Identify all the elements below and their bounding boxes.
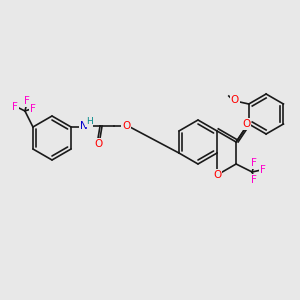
Text: F: F [251, 175, 257, 185]
Text: N: N [80, 121, 88, 131]
Text: O: O [122, 121, 130, 131]
Text: F: F [260, 165, 266, 175]
Text: O: O [213, 170, 221, 180]
Text: O: O [242, 119, 250, 129]
Text: H: H [86, 118, 92, 127]
Text: O: O [94, 139, 102, 149]
Text: O: O [231, 95, 239, 105]
Text: F: F [24, 96, 30, 106]
Text: F: F [251, 158, 257, 168]
Text: F: F [12, 102, 18, 112]
Text: F: F [30, 104, 36, 114]
